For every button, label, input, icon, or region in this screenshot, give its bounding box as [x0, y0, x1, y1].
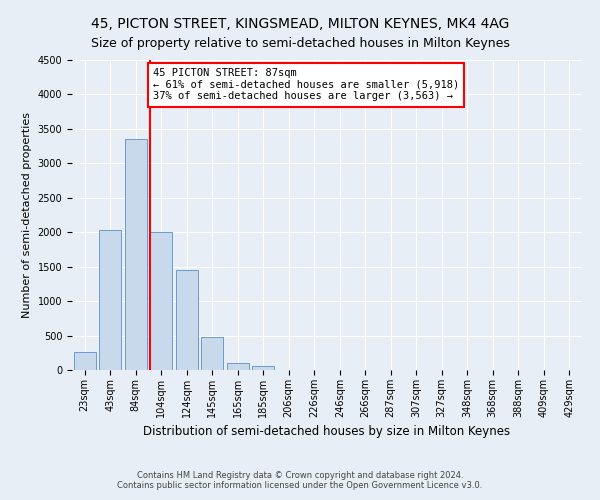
Bar — [100, 230, 121, 370]
Bar — [253, 366, 274, 370]
Text: 45, PICTON STREET, KINGSMEAD, MILTON KEYNES, MK4 4AG: 45, PICTON STREET, KINGSMEAD, MILTON KEY… — [91, 18, 509, 32]
Text: Size of property relative to semi-detached houses in Milton Keynes: Size of property relative to semi-detach… — [91, 38, 509, 51]
Bar — [151, 232, 172, 370]
Bar — [176, 270, 197, 370]
Bar — [227, 363, 248, 370]
Bar — [74, 352, 95, 370]
Text: 45 PICTON STREET: 87sqm
← 61% of semi-detached houses are smaller (5,918)
37% of: 45 PICTON STREET: 87sqm ← 61% of semi-de… — [153, 68, 459, 102]
Bar — [125, 138, 146, 370]
Y-axis label: Number of semi-detached properties: Number of semi-detached properties — [22, 112, 32, 318]
X-axis label: Distribution of semi-detached houses by size in Milton Keynes: Distribution of semi-detached houses by … — [143, 426, 511, 438]
Text: Contains HM Land Registry data © Crown copyright and database right 2024.
Contai: Contains HM Land Registry data © Crown c… — [118, 470, 482, 490]
Bar — [202, 338, 223, 370]
